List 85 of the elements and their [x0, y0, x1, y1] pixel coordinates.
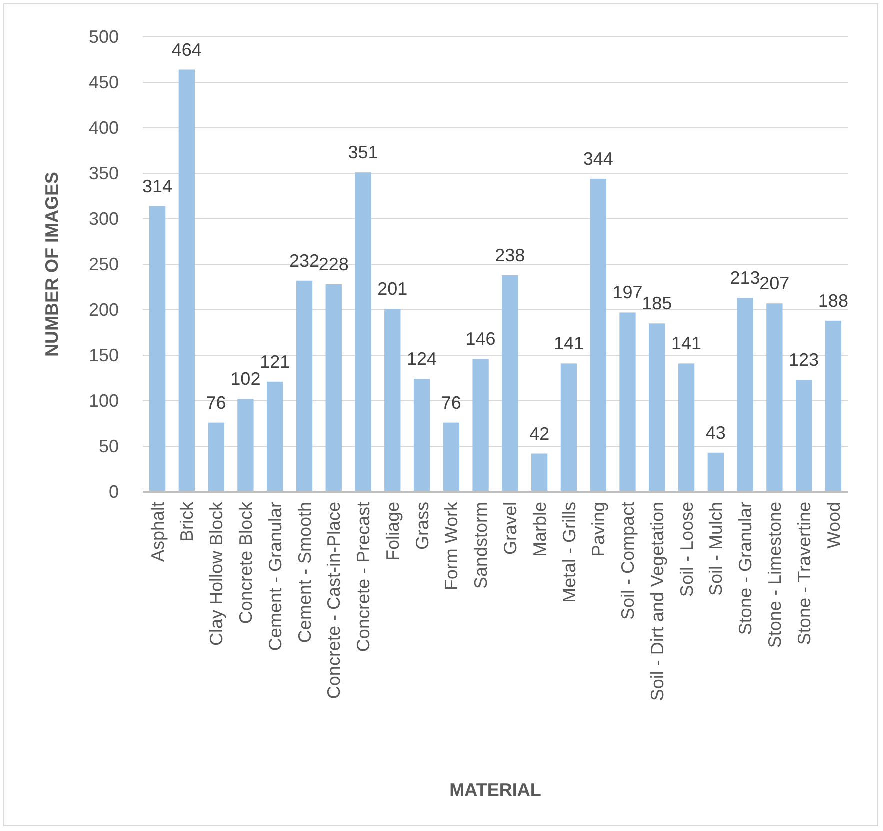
bar: [414, 379, 430, 492]
bar: [825, 320, 842, 492]
bar: [708, 452, 724, 492]
data-label: 238: [495, 245, 526, 266]
bar: [443, 422, 460, 492]
x-tick-label: Foliage: [382, 502, 403, 562]
x-tick-label: Clay Hollow Block: [206, 501, 227, 646]
bar: [796, 380, 812, 492]
bar: [149, 206, 166, 492]
bar: [326, 284, 342, 492]
y-tick-label: 350: [88, 163, 119, 184]
bar: [737, 298, 754, 492]
x-tick-label: Soil - Loose: [676, 502, 697, 598]
bar: [620, 312, 636, 492]
x-tick-label: Grass: [412, 502, 432, 550]
y-tick-label: 50: [98, 436, 119, 456]
y-tick-label: 400: [88, 118, 119, 138]
data-label: 42: [530, 424, 550, 444]
y-tick-label: 200: [88, 300, 119, 320]
bar: [590, 178, 606, 492]
y-tick-label: 0: [108, 482, 119, 502]
x-tick-label: Concrete - Precast: [354, 502, 374, 652]
x-tick-label: Stone - Granular: [736, 502, 756, 636]
data-label: 232: [289, 250, 320, 271]
data-label: 43: [706, 422, 726, 443]
data-label: 124: [407, 349, 438, 370]
bar: [296, 280, 313, 492]
x-tick-label: Metal - Grills: [559, 502, 580, 604]
data-label: 197: [612, 282, 643, 303]
bar: [355, 172, 372, 492]
bar: [472, 359, 489, 492]
data-label: 351: [348, 142, 378, 163]
bar: [178, 70, 196, 492]
x-tick-label: Paving: [588, 502, 609, 558]
y-tick-label: 250: [88, 254, 119, 274]
bar: [502, 275, 518, 492]
data-label: 228: [318, 254, 349, 275]
x-tick-label: Wood: [824, 502, 844, 549]
data-label: 185: [642, 294, 672, 314]
x-tick-label: Soil - Compact: [618, 502, 638, 620]
x-tick-label: Soil - Dirt and Vegetation: [647, 502, 668, 702]
x-tick-label: Soil - Mulch: [706, 502, 726, 596]
x-tick-label: Sandstorm: [471, 502, 492, 590]
data-label: 76: [441, 392, 462, 413]
x-tick-label: Form Work: [442, 501, 462, 591]
data-label: 207: [760, 274, 790, 294]
data-label: 146: [466, 329, 496, 350]
data-label: 141: [671, 334, 702, 354]
data-label: 344: [583, 148, 614, 169]
data-label: 123: [789, 350, 820, 370]
bar: [766, 304, 783, 492]
x-tick-label: Concrete - Cast-in-Place: [324, 502, 344, 700]
y-axis-title: NUMBER OF IMAGES: [42, 172, 62, 358]
data-label: 213: [730, 268, 760, 288]
data-label: 141: [554, 334, 584, 354]
data-label: 121: [260, 352, 290, 372]
x-tick-label: Brick: [177, 501, 198, 542]
data-label: 314: [142, 176, 173, 196]
y-tick-label: 450: [88, 72, 119, 92]
x-axis-title: MATERIAL: [450, 780, 542, 800]
y-tick-label: 100: [88, 390, 119, 411]
y-tick-label: 500: [88, 26, 119, 47]
x-tick-label: Cement - Smooth: [294, 502, 315, 644]
x-tick-label: Marble: [530, 502, 550, 558]
x-tick-label: Stone - Travertine: [794, 502, 814, 646]
bar: [532, 454, 548, 492]
data-label: 76: [206, 392, 226, 413]
bar: [267, 382, 284, 492]
data-label: 188: [818, 290, 848, 311]
data-label: 201: [378, 279, 408, 300]
x-tick-label: Concrete Block: [236, 501, 256, 624]
bar: [384, 309, 401, 492]
bar: [678, 364, 695, 492]
x-tick-label: Gravel: [500, 502, 520, 556]
bar: [560, 364, 578, 492]
data-label: 464: [172, 40, 202, 60]
bar: [208, 422, 224, 492]
data-label: 102: [230, 369, 261, 390]
y-tick-label: 300: [88, 208, 119, 229]
x-tick-label: Cement - Granular: [265, 502, 286, 652]
y-tick-label: 150: [88, 345, 119, 366]
x-tick-label: Asphalt: [148, 502, 168, 562]
bar: [649, 324, 666, 492]
bar: [238, 399, 254, 492]
x-tick-label: Stone - Limestone: [764, 502, 785, 648]
